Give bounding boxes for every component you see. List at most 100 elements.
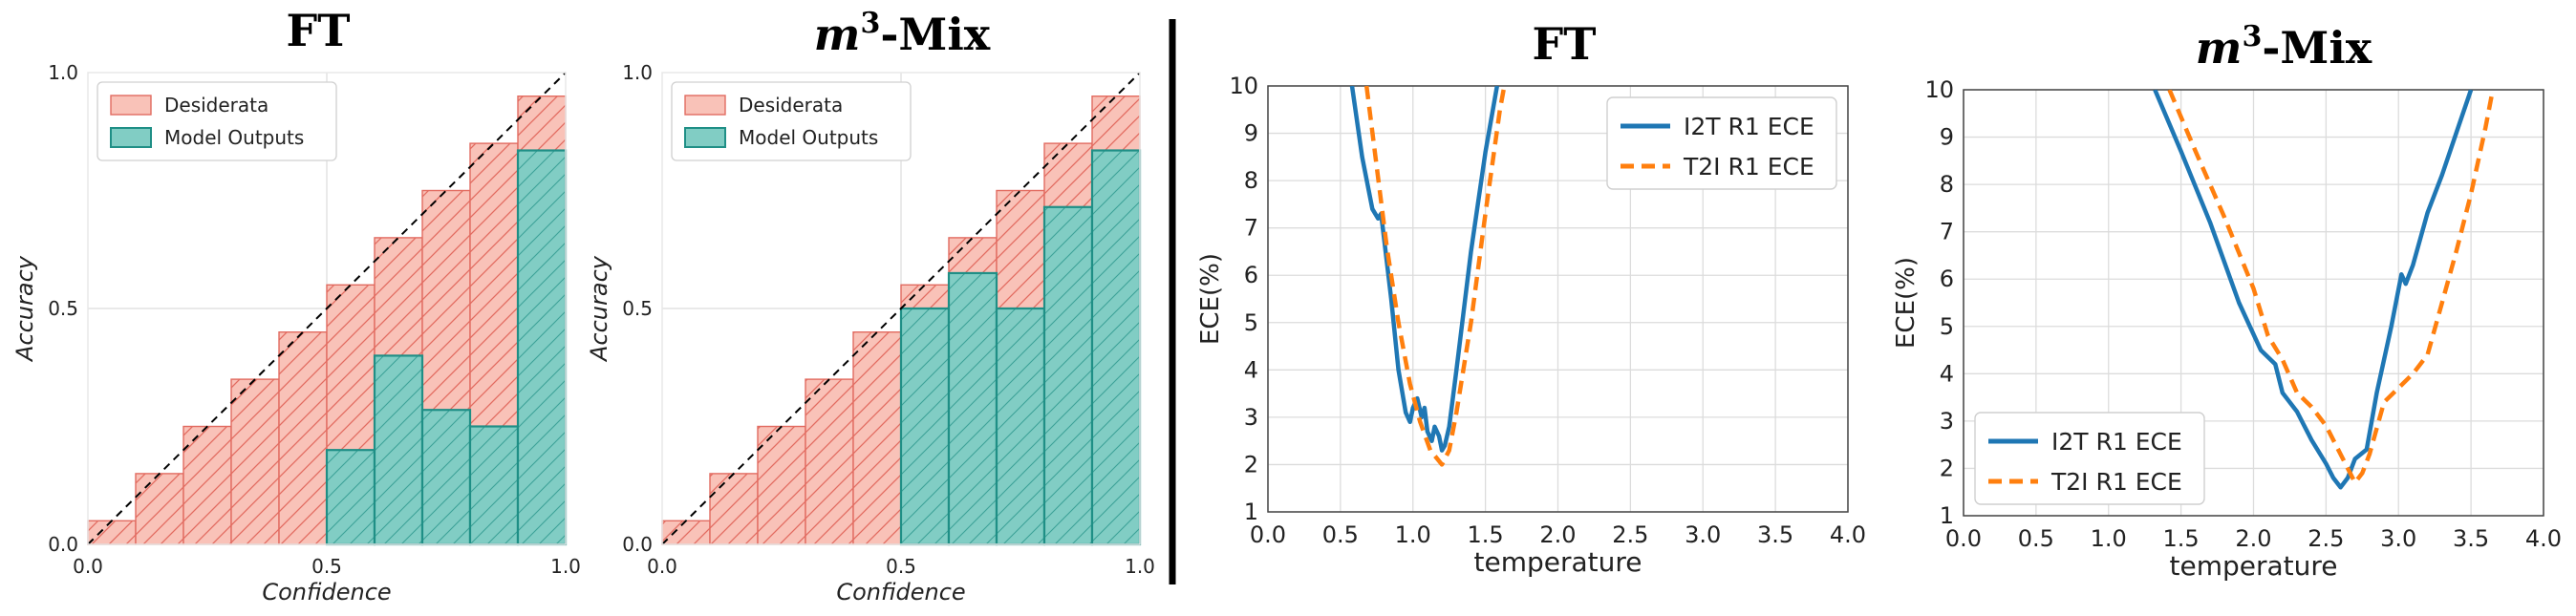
desiderata-bar-hatch: [805, 379, 853, 544]
model-output-bar-hatch: [1044, 206, 1092, 545]
legend-label-desiderata: Desiderata: [739, 94, 843, 117]
y-tick-label: 3: [1244, 404, 1258, 431]
x-tick-label: 0.5: [1322, 521, 1359, 548]
legend-swatch-model-outputs: [684, 127, 726, 148]
x-tick-label: 3.0: [1685, 521, 1721, 548]
desiderata-bar-hatch: [853, 331, 901, 544]
y-axis-label: ECE(%): [1196, 253, 1225, 345]
legend-label: T2I R1 ECE: [2050, 468, 2182, 496]
chart-title-3: m3-Mix: [2196, 20, 2372, 74]
x-tick-label: 3.5: [1757, 521, 1793, 548]
y-tick-label: 0.0: [622, 533, 653, 556]
y-tick-label: 1: [1940, 502, 1954, 529]
legend-label-desiderata: Desiderata: [164, 94, 268, 117]
x-tick-label: 1.0: [1395, 521, 1431, 548]
y-tick-label: 6: [1940, 266, 1954, 292]
x-tick-label: 4.0: [1830, 521, 1866, 548]
y-tick-label: 5: [1244, 309, 1258, 336]
legend-swatch-desiderata: [684, 95, 726, 116]
y-tick-label: 6: [1244, 262, 1258, 288]
x-tick-label: 2.5: [2308, 525, 2344, 552]
ece-panel-3: 0.0 0.5 1.0 1.5 2.0 2.5 3.0 3.5 4.0 1 2 3 4 5 6 7 8 9 10 te…: [1892, 76, 2562, 582]
desiderata-bar-hatch: [231, 379, 279, 544]
y-tick-label: 1.0: [622, 61, 653, 84]
y-axis-label: Accuracy: [11, 255, 38, 363]
y-axis-label: Accuracy: [586, 255, 612, 363]
t2i-ece-line: [1363, 86, 1507, 467]
model-output-bar-hatch: [422, 410, 470, 544]
model-output-bar-hatch: [375, 355, 422, 544]
model-output-bar-hatch: [327, 450, 375, 544]
y-tick-label: 4: [1244, 356, 1258, 383]
model-output-bar-hatch: [470, 426, 518, 544]
legend-box: [671, 81, 912, 161]
y-tick-label: 0.5: [622, 297, 653, 320]
x-tick-label: 1.0: [2091, 525, 2127, 552]
legend-label-model-outputs: Model Outputs: [739, 126, 878, 149]
legend-swatch-desiderata: [110, 95, 152, 116]
y-tick-label: 1: [1244, 499, 1258, 525]
y-tick-label: 10: [1924, 76, 1954, 103]
title-suffix: -Mix: [880, 9, 990, 60]
y-tick-label: 4: [1940, 360, 1954, 387]
legend-label: I2T R1 ECE: [2051, 428, 2182, 456]
reliability-panel-0: 0.0 0.5 1.0 0.0 0.5 1.0 Confidence Accuracy Desi…: [11, 61, 581, 605]
legend-swatch-model-outputs: [110, 127, 152, 148]
title-italic-part: m: [814, 9, 861, 60]
desiderata-bar-hatch: [136, 473, 183, 544]
x-axis-label: Confidence: [836, 579, 965, 605]
x-tick-label: 0.0: [73, 555, 103, 578]
perfect-calibration-line: [661, 72, 1141, 545]
y-tick-label: 10: [1229, 73, 1258, 99]
t2i-ece-line: [2167, 90, 2496, 485]
x-tick-label: 1.5: [1468, 521, 1504, 548]
y-tick-label: 1.0: [48, 61, 78, 84]
y-tick-label: 2: [1940, 455, 1954, 481]
chart-title-0: FT: [287, 5, 351, 56]
y-tick-label: 8: [1940, 171, 1954, 198]
x-tick-label: 1.5: [2163, 525, 2200, 552]
y-tick-label: 0.0: [48, 533, 78, 556]
x-tick-label: 2.5: [1612, 521, 1648, 548]
x-tick-label: 0.5: [2018, 525, 2054, 552]
y-tick-label: 0.5: [48, 297, 78, 320]
y-tick-label: 7: [1244, 215, 1258, 242]
plot-frame: [87, 72, 567, 545]
reliability-panel-1: 0.0 0.5 1.0 0.0 0.5 1.0 Confidence Accuracy Desi…: [586, 61, 1155, 605]
chart-title-2: FT: [1533, 18, 1597, 70]
x-tick-label: 2.0: [1539, 521, 1576, 548]
y-tick-label: 2: [1244, 451, 1258, 478]
plot-frame: [1267, 85, 1849, 513]
desiderata-bar-hatch: [183, 426, 231, 544]
plot-frame: [1963, 89, 2544, 517]
title-superscript: 3: [860, 7, 880, 40]
title-italic-part: m: [2196, 22, 2243, 74]
x-tick-label: 0.5: [886, 555, 916, 578]
legend-label-model-outputs: Model Outputs: [164, 126, 304, 149]
legend-label: I2T R1 ECE: [1684, 113, 1814, 140]
x-tick-label: 1.0: [550, 555, 581, 578]
x-axis-label: temperature: [1474, 546, 1642, 578]
i2t-ece-line: [2153, 90, 2474, 490]
y-tick-label: 9: [1244, 120, 1258, 147]
perfect-calibration-line: [87, 72, 567, 545]
x-tick-label: 0.0: [647, 555, 677, 578]
ece-panel-2: 0.0 0.5 1.0 1.5 2.0 2.5 3.0 3.5 4.0 1 2 3 4 5 6 7 8 9 10 te…: [1196, 73, 1866, 578]
desiderata-bar-hatch: [758, 426, 805, 544]
y-tick-label: 5: [1940, 313, 1954, 340]
desiderata-bar-hatch: [279, 331, 327, 544]
title-superscript: 3: [2242, 20, 2262, 53]
desiderata-bar-hatch: [88, 520, 136, 544]
x-tick-label: 1.0: [1125, 555, 1155, 578]
y-tick-label: 9: [1940, 124, 1954, 151]
legend-box: [97, 81, 337, 161]
x-axis-label: temperature: [2170, 550, 2338, 582]
x-tick-label: 0.5: [311, 555, 342, 578]
model-output-bar-hatch: [901, 308, 949, 544]
desiderata-bar-hatch: [662, 520, 710, 544]
y-axis-label: ECE(%): [1892, 257, 1921, 349]
chart-title-1: m3-Mix: [814, 7, 991, 60]
x-axis-label: Confidence: [262, 579, 391, 605]
